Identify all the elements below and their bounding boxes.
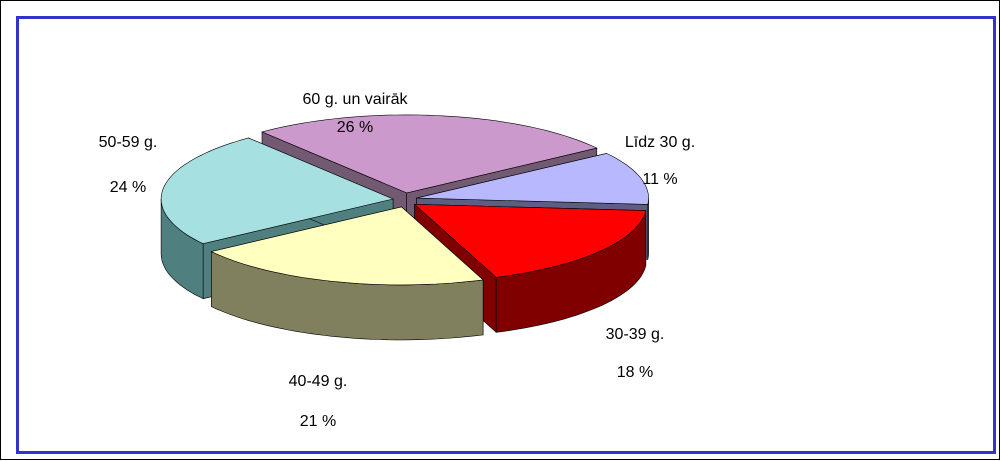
value-label: 26 % — [337, 119, 373, 136]
value-label: 11 % — [642, 171, 677, 188]
slice-label: 40-49 g. — [289, 373, 348, 390]
slice — [416, 153, 649, 205]
slice-label: Līdz 30 g. — [625, 134, 695, 151]
slice-wall — [647, 198, 649, 260]
value-label: 18 % — [617, 364, 653, 381]
slice-label: 60 g. un vairāk — [303, 91, 409, 108]
plot-frame — [16, 16, 996, 454]
slice — [210, 206, 484, 286]
slice — [413, 203, 647, 278]
value-label: 21 % — [300, 413, 336, 430]
slice — [261, 114, 598, 194]
slice — [160, 137, 395, 245]
slice-label: 30-39 g. — [606, 326, 665, 343]
slice-label: 50-59 g. — [99, 134, 158, 151]
value-label: 24 % — [110, 179, 146, 196]
